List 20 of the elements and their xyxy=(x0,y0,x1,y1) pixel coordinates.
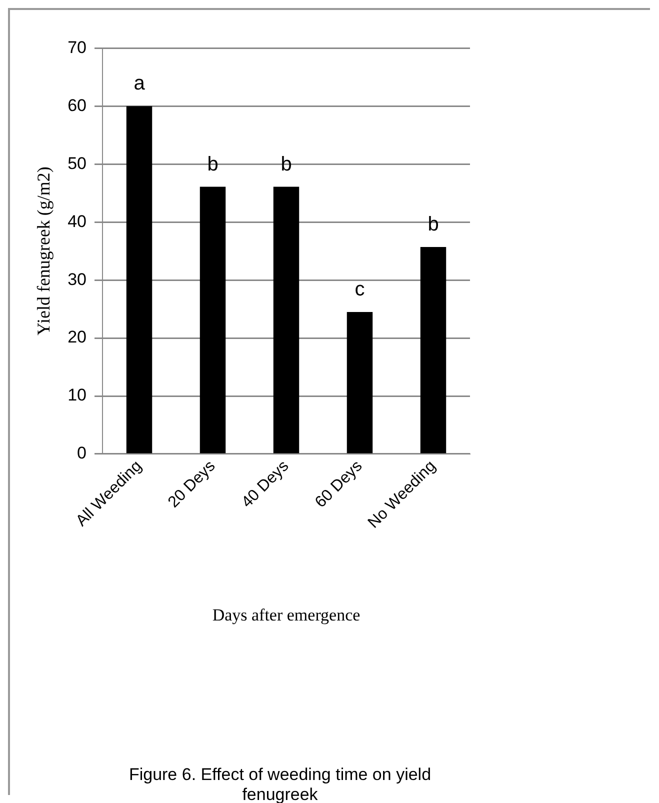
y-tick-label: 0 xyxy=(77,444,87,463)
y-tick-label: 70 xyxy=(68,38,87,57)
data-label: c xyxy=(354,278,365,300)
bar xyxy=(346,312,373,454)
y-tick-label: 10 xyxy=(68,386,87,405)
y-tick-label: 60 xyxy=(68,96,87,115)
data-label: a xyxy=(134,72,146,95)
data-label: b xyxy=(280,153,292,176)
y-axis-title: Yield fenugreek (g/m2) xyxy=(34,166,54,336)
y-tick-label: 30 xyxy=(68,270,87,289)
y-tick-label: 50 xyxy=(68,154,87,173)
bar xyxy=(273,186,300,454)
bar xyxy=(200,186,226,454)
data-label: b xyxy=(207,153,218,176)
y-tick-label: 40 xyxy=(68,212,87,231)
bar xyxy=(420,247,446,454)
data-label: b xyxy=(428,214,439,236)
x-axis-title: Days after emergence xyxy=(212,605,360,624)
bar xyxy=(126,106,152,454)
y-tick-label: 20 xyxy=(68,328,87,347)
